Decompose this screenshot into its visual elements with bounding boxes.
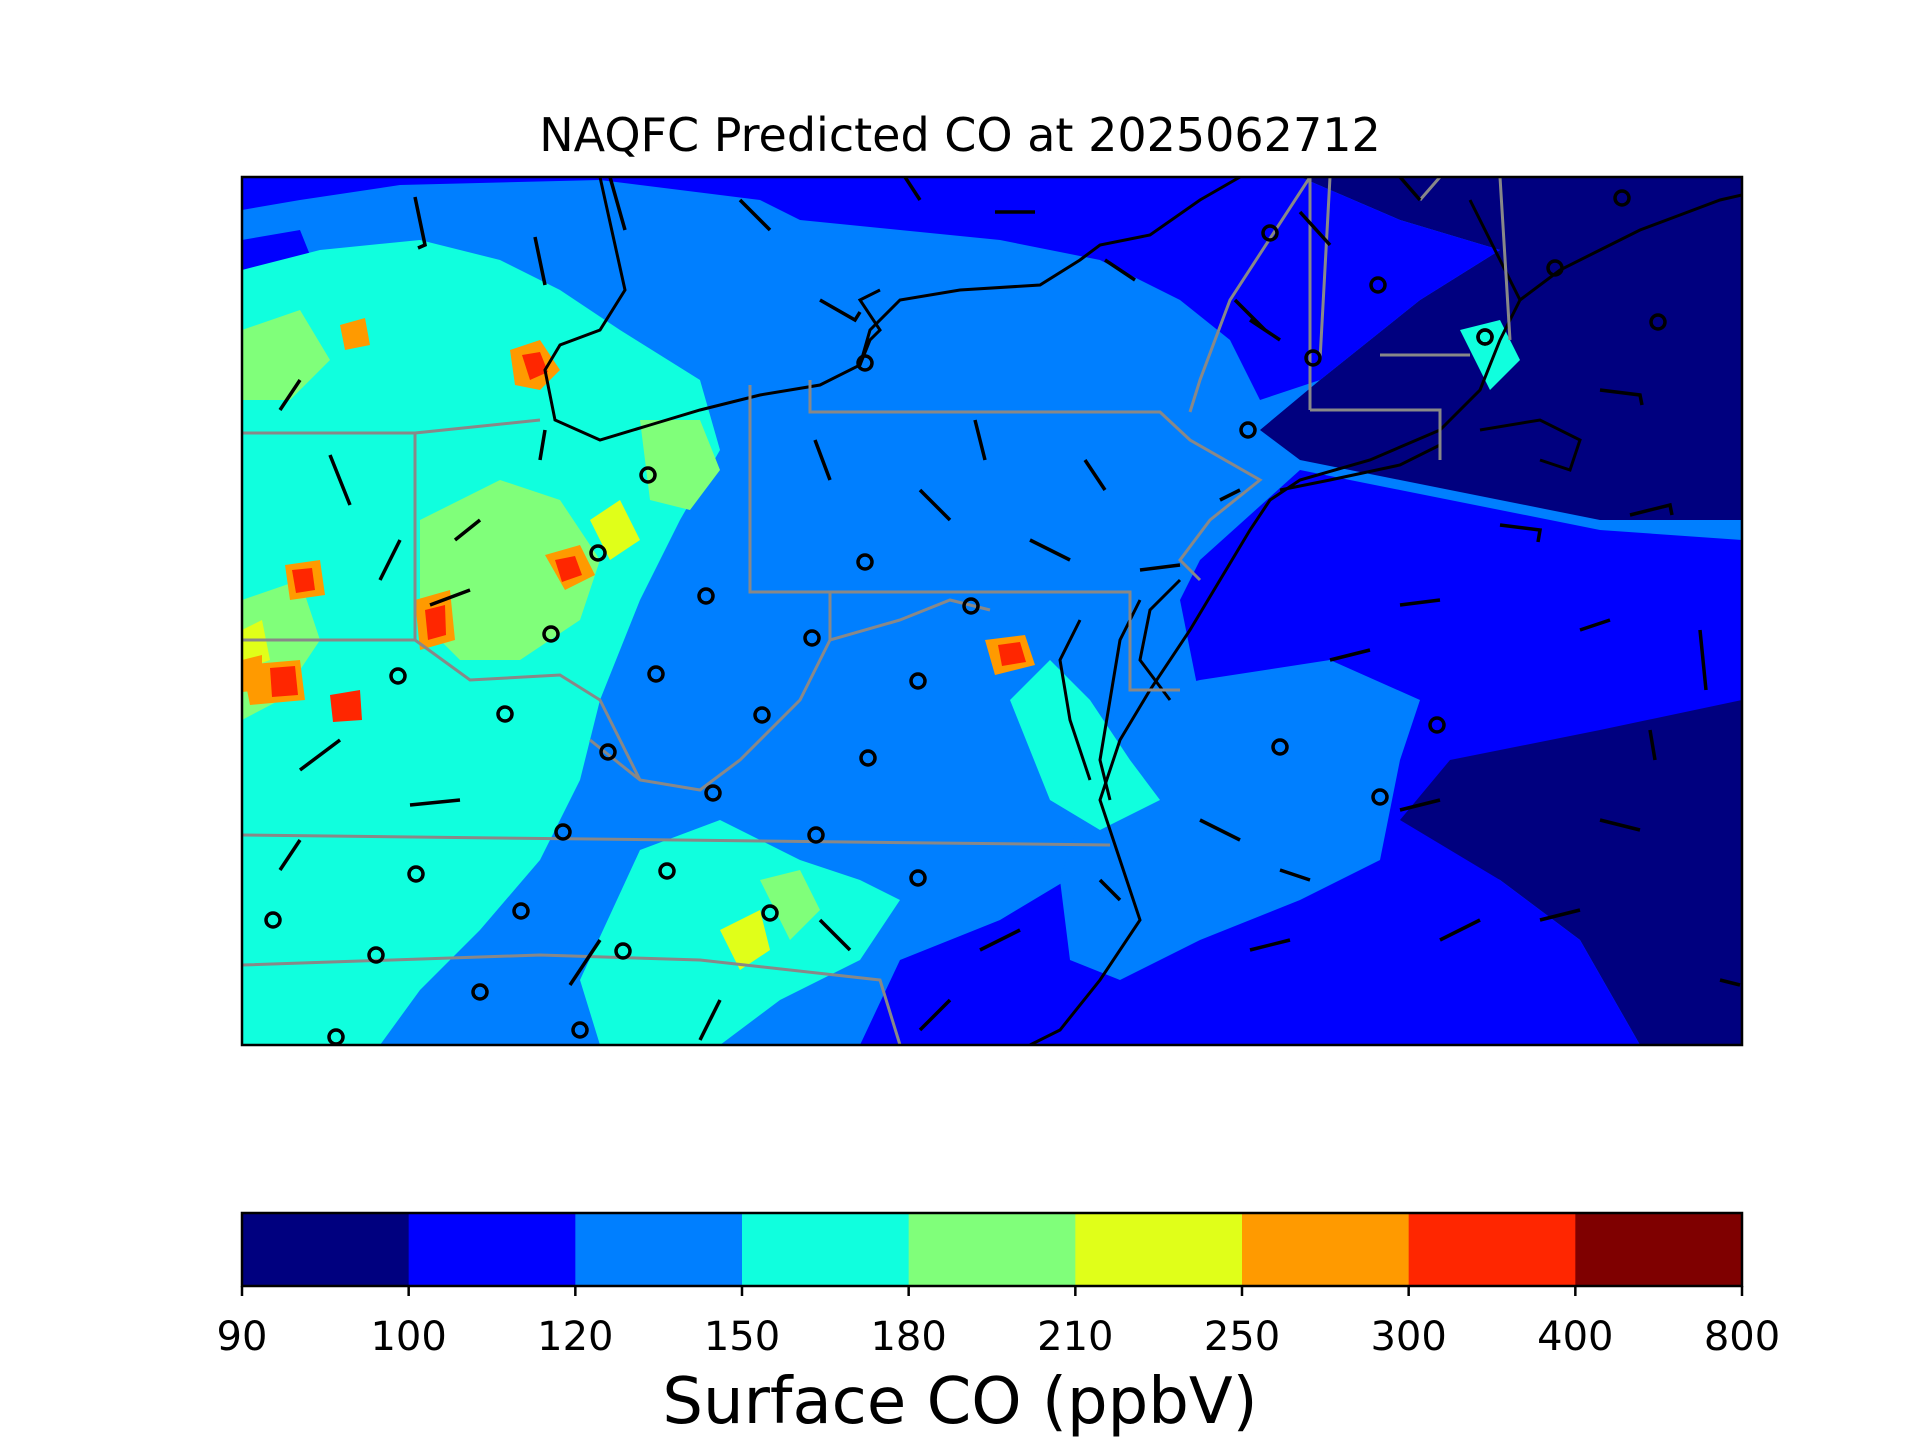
- coastline-long-island: [1279, 443, 1441, 492]
- co-hotspot-8: [340, 318, 370, 350]
- co-region-cyan-ne: [1460, 320, 1520, 390]
- co-hotspot-3-core: [425, 605, 446, 640]
- co-region-yellow-3: [242, 620, 270, 670]
- co-region-yellow-1: [590, 500, 640, 560]
- map-area: [242, 177, 1742, 1045]
- colorbar-tick-label: 100: [370, 1314, 447, 1360]
- coastline-lakes: [543, 177, 1241, 442]
- co-region-low-north: [242, 177, 1500, 400]
- co-region-yellow-2: [720, 910, 770, 970]
- map-frame: [240, 175, 1744, 1047]
- chart-title: NAQFC Predicted CO at 2025062712: [539, 108, 1381, 162]
- colorbar-cell: [742, 1213, 910, 1286]
- colorbar-tick-label: 180: [870, 1314, 947, 1360]
- wind-barbs: [278, 177, 1741, 1041]
- colorbar-tick-label: 210: [1037, 1314, 1114, 1360]
- co-hotspot-5-core: [270, 666, 298, 697]
- colorbar-cell: [575, 1213, 743, 1286]
- colorbar-cell: [1575, 1213, 1743, 1286]
- colorbar-tick-label: 150: [703, 1314, 781, 1360]
- colorbar-tick-label: 250: [1203, 1314, 1281, 1360]
- colorbar-tick-label: 120: [537, 1314, 614, 1360]
- colorbar-cell: [408, 1213, 576, 1286]
- observation-sites: [264, 189, 1667, 1045]
- coastline-delaware: [1138, 578, 1182, 701]
- colorbar-cell: [1408, 1213, 1576, 1286]
- co-region-green-3: [242, 310, 330, 400]
- colorbar-cell: [242, 1213, 410, 1286]
- colorbar-cell: [1242, 1213, 1410, 1286]
- colorbar-tick-label: 400: [1537, 1314, 1614, 1360]
- co-hotspot-7-core: [998, 642, 1026, 666]
- coastline-chesapeake: [1058, 599, 1142, 801]
- co-hotspot-6: [330, 690, 362, 722]
- co-region-cyan-east: [1010, 660, 1160, 830]
- co-hotspot-1-core: [522, 352, 548, 380]
- co-hotspot-9: [242, 655, 262, 692]
- colorbar: [240, 1211, 1744, 1296]
- co-region-green-1: [420, 480, 600, 660]
- colorbar-label: Surface CO (ppbV): [662, 1365, 1258, 1439]
- co-hotspot-4-core: [292, 568, 315, 593]
- coastline-lake-ontario: [857, 288, 882, 366]
- colorbar-tick-label: 300: [1370, 1314, 1447, 1360]
- colorbar-cell: [908, 1213, 1076, 1286]
- coastline-cape-cod: [1479, 418, 1582, 472]
- co-region-moderate-ocean: [1060, 660, 1420, 980]
- colorbar-tick-label: 800: [1703, 1314, 1781, 1360]
- co-region-green-2: [640, 420, 720, 510]
- co-region-green-5: [760, 870, 820, 940]
- co-hotspot-2-core: [555, 556, 582, 582]
- colorbar-cell: [1075, 1213, 1243, 1286]
- colorbar-tick-label: 90: [216, 1314, 268, 1360]
- colorbar-frame: [240, 1211, 1744, 1288]
- state-boundaries: [242, 177, 1512, 1045]
- coastline-east: [1029, 199, 1522, 1045]
